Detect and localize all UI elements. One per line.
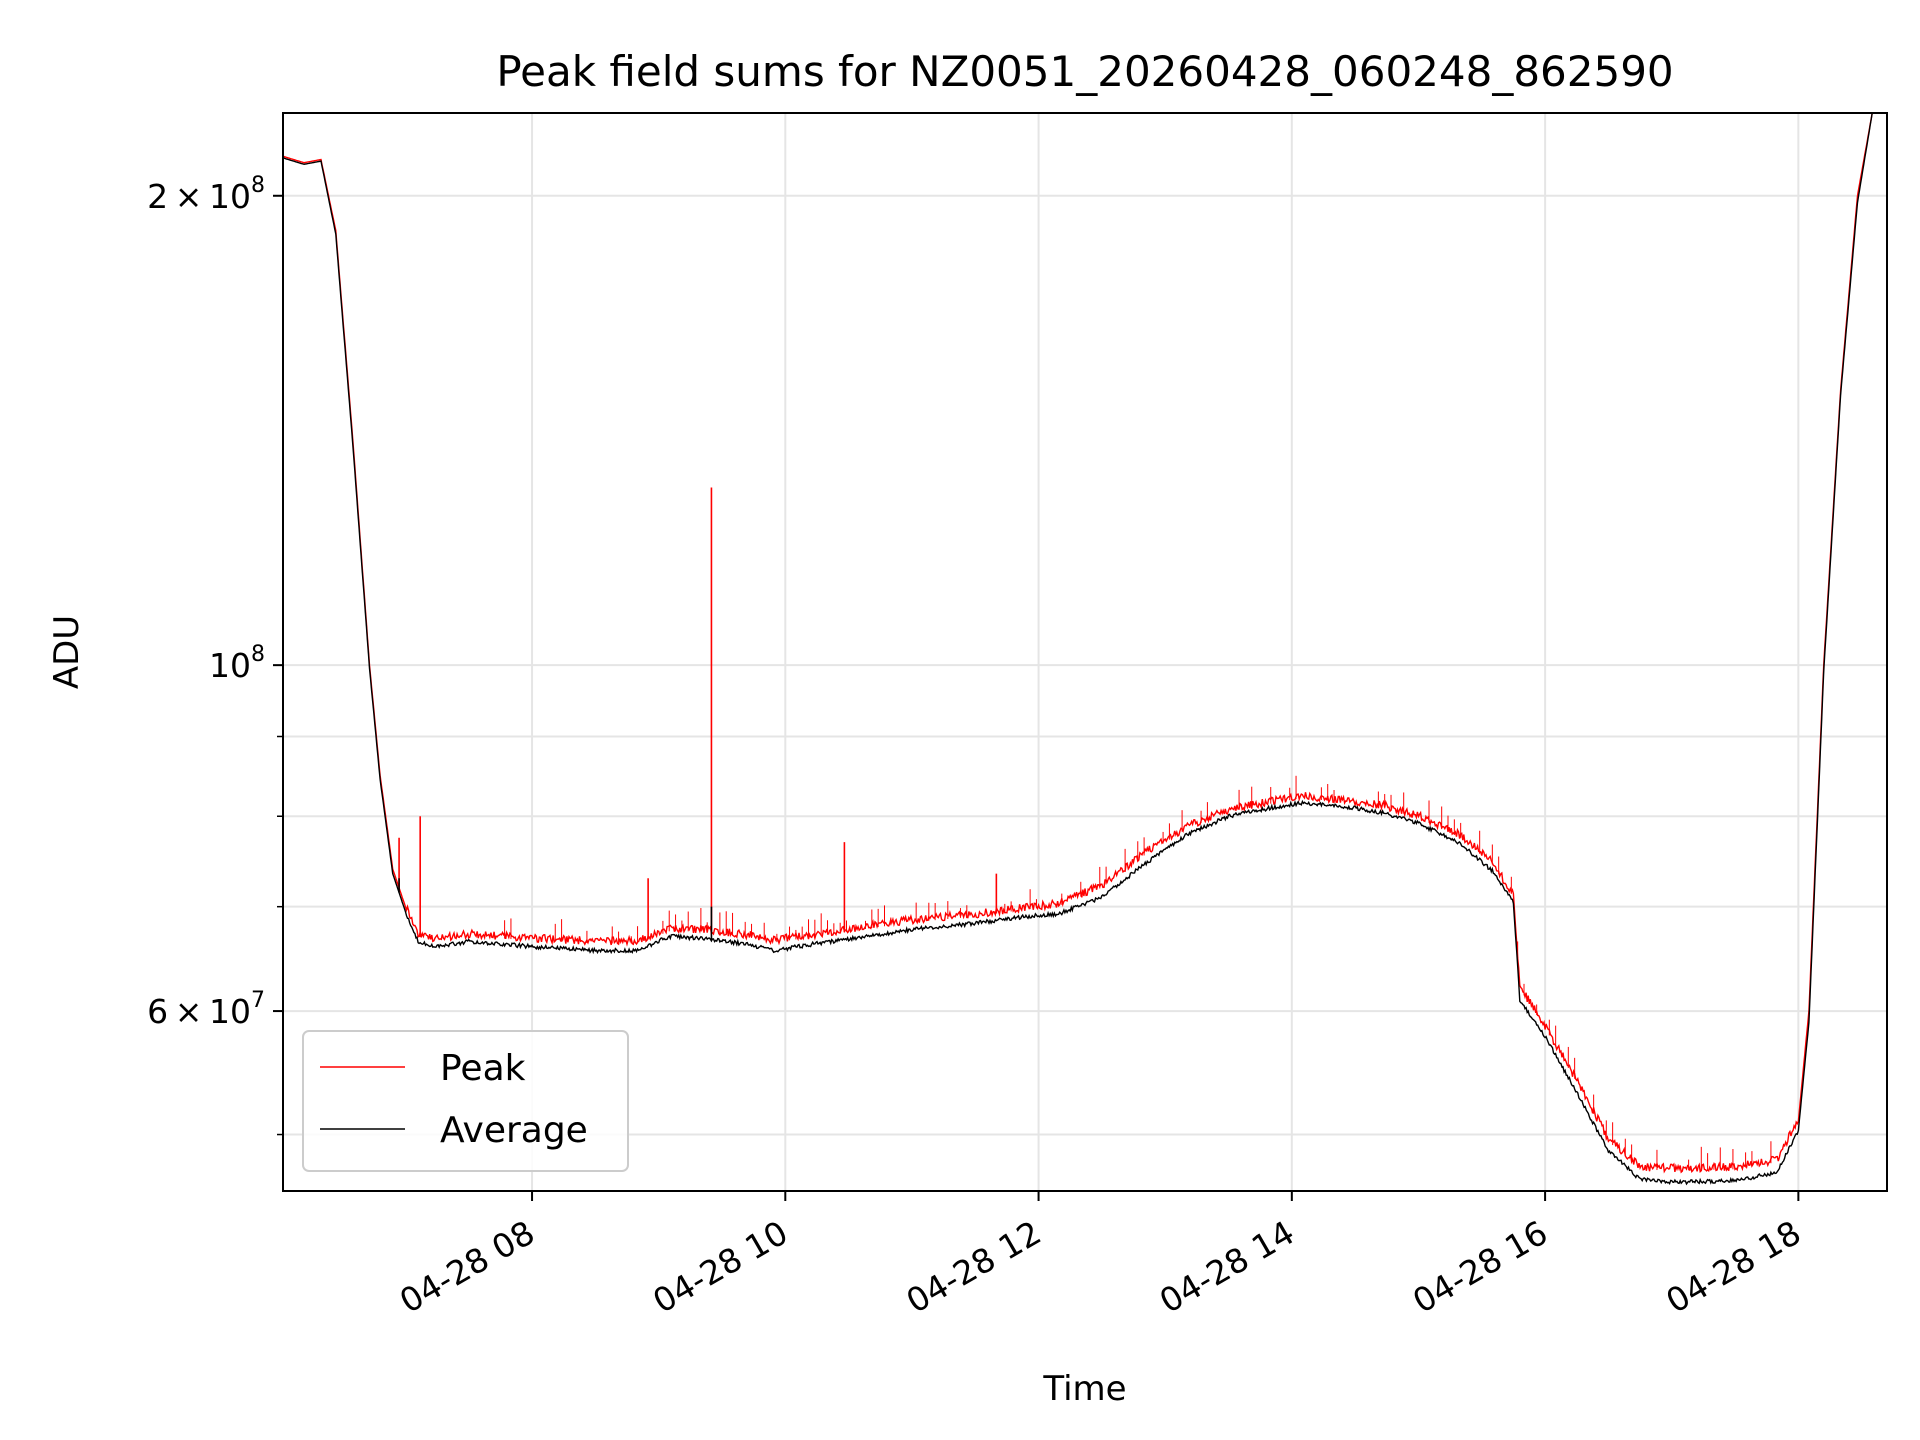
x-axis-label: Time: [1042, 1369, 1126, 1409]
y-tick-label: 108: [209, 642, 265, 685]
legend: Peak Average: [302, 1030, 629, 1172]
y-axis-label: ADU: [47, 615, 87, 689]
series-line-average: [282, 112, 1873, 1186]
series-line-peak: [282, 112, 1873, 1174]
chart-title: Peak field sums for NZ0051_20260428_0602…: [496, 47, 1673, 96]
legend-label-peak: Peak: [440, 1048, 526, 1089]
series-layer: [282, 112, 1873, 1186]
plot-frame: [282, 112, 1888, 1192]
legend-box: [302, 1030, 629, 1172]
grid: [283, 113, 1887, 1191]
legend-label-average: Average: [440, 1110, 588, 1151]
y-tick-label: 6 × 107: [147, 988, 265, 1031]
y-tick-label: 2 × 108: [147, 173, 265, 216]
